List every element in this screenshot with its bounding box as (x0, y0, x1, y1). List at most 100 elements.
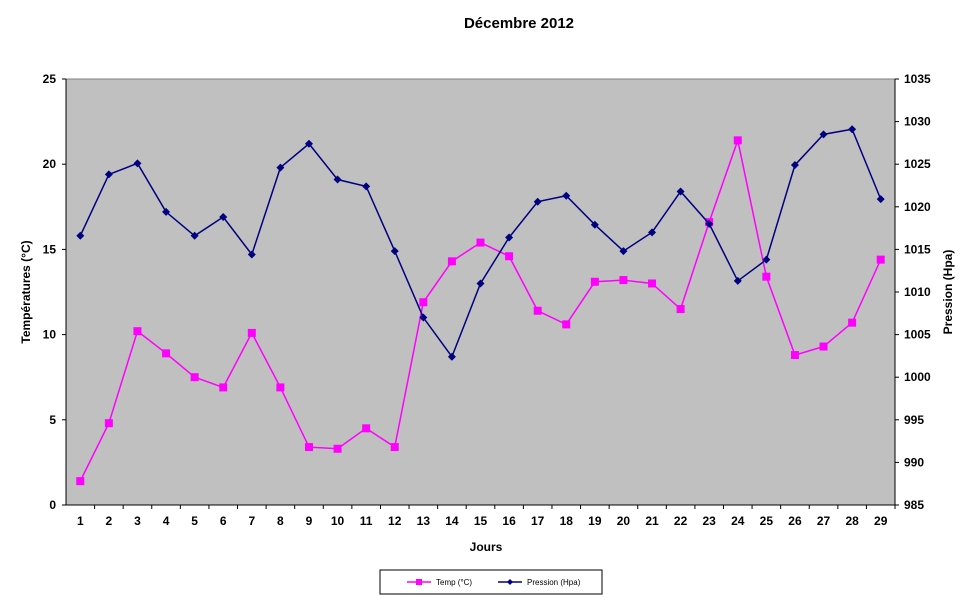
y-right-tick-label: 1020 (904, 200, 931, 214)
pression-point (590, 220, 599, 229)
y-right-tick-label: 1010 (904, 285, 931, 299)
pression-point (876, 195, 885, 204)
temp-point (476, 238, 485, 247)
temp-point (447, 257, 456, 266)
temp-point (876, 255, 885, 264)
x-tick-label: 7 (248, 514, 255, 528)
x-tick-label: 26 (788, 514, 802, 528)
pression-point (790, 161, 799, 170)
temp-point (133, 327, 142, 336)
y-left-tick-label: 25 (43, 72, 57, 86)
temp-point (333, 444, 342, 453)
legend-temp-marker (416, 579, 422, 585)
pression-point (733, 276, 742, 285)
y-axis-right-label: Pression (Hpa) (941, 250, 955, 335)
x-tick-label: 29 (874, 514, 888, 528)
x-tick-label: 5 (191, 514, 198, 528)
temp-point (219, 383, 228, 392)
x-tick-label: 9 (306, 514, 313, 528)
pression-point (505, 233, 514, 242)
pression-point (133, 159, 142, 168)
x-tick-label: 23 (703, 514, 717, 528)
temp-point (733, 136, 742, 145)
legend-pression-label: Pression (Hpa) (527, 578, 581, 587)
pression-point (333, 175, 342, 184)
x-tick-label: 11 (360, 514, 373, 528)
x-tick-label: 27 (817, 514, 831, 528)
temp-point (104, 419, 113, 428)
temp-point (419, 298, 428, 307)
temp-point (762, 272, 771, 281)
x-tick-label: 28 (845, 514, 859, 528)
x-tick-label: 19 (588, 514, 602, 528)
x-tick-label: 21 (645, 514, 659, 528)
pression-point (705, 219, 714, 228)
pression-point (447, 352, 456, 361)
x-tick-label: 17 (531, 514, 545, 528)
pression-point (562, 191, 571, 200)
pression-point (76, 231, 85, 240)
pression-point (276, 163, 285, 172)
temp-point (304, 443, 313, 452)
pression-point (390, 247, 399, 256)
pression-point (247, 250, 256, 259)
y-left-tick-label: 10 (43, 328, 57, 342)
pression-point (762, 255, 771, 264)
y-right-tick-label: 1015 (904, 242, 931, 256)
x-tick-label: 1 (77, 514, 84, 528)
pression-point (304, 139, 313, 148)
temp-point (76, 477, 85, 486)
x-tick-label: 10 (331, 514, 345, 528)
pression-point (848, 125, 857, 134)
x-tick-label: 20 (617, 514, 631, 528)
x-tick-label: 12 (388, 514, 402, 528)
x-tick-label: 24 (731, 514, 745, 528)
y-right-tick-label: 1030 (904, 115, 931, 129)
pression-point (476, 279, 485, 288)
x-tick-label: 6 (220, 514, 227, 528)
x-axis-label: Jours (470, 540, 503, 554)
temp-point (162, 349, 171, 358)
pression-point (619, 247, 628, 256)
x-tick-label: 14 (445, 514, 459, 528)
pression-point (362, 182, 371, 191)
x-tick-label: 18 (560, 514, 574, 528)
temp-point (648, 279, 657, 288)
pression-point (419, 313, 428, 322)
x-tick-label: 4 (163, 514, 170, 528)
chart-title: Décembre 2012 (464, 15, 574, 32)
x-tick-label: 16 (502, 514, 516, 528)
y-left-tick-label: 15 (43, 242, 57, 256)
temp-point (562, 320, 571, 329)
pression-point (648, 228, 657, 237)
temp-point (590, 277, 599, 286)
y-right-tick-label: 1025 (904, 157, 931, 171)
pression-point (104, 170, 113, 179)
temp-point (676, 305, 685, 314)
temp-point (848, 318, 857, 327)
pression-point (676, 187, 685, 196)
x-tick-label: 8 (277, 514, 284, 528)
x-tick-label: 13 (417, 514, 431, 528)
temp-point (390, 443, 399, 452)
temp-point (362, 424, 371, 433)
pression-point (819, 130, 828, 139)
x-tick-label: 25 (760, 514, 774, 528)
pression-point (162, 207, 171, 216)
y-right-tick-label: 995 (904, 413, 924, 427)
temp-point (505, 252, 514, 261)
temp-point (190, 373, 199, 382)
pression-point (219, 213, 228, 222)
temp-point (619, 276, 628, 285)
y-axis-left-label: Températures (°C) (19, 240, 33, 343)
legend: Temp (°C) Pression (Hpa) (379, 569, 603, 595)
y-right-tick-label: 1000 (904, 370, 931, 384)
plot-area (65, 78, 896, 506)
temp-point (533, 306, 542, 315)
y-right-tick-label: 1005 (904, 328, 931, 342)
temp-point (247, 328, 256, 337)
y-left-tick-label: 0 (49, 498, 56, 512)
y-right-tick-label: 990 (904, 455, 924, 469)
pression-point (533, 197, 542, 206)
